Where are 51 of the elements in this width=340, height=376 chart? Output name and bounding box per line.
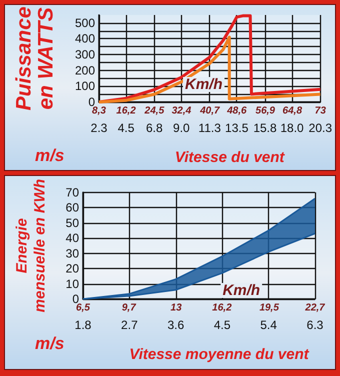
x2-tick-label: 56,9 <box>256 106 276 116</box>
y-tick-label: 60 <box>66 200 80 215</box>
x-tick-label: 18.0 <box>280 121 304 135</box>
y-tick-label: 20 <box>66 262 80 276</box>
x2-tick-label: 16,2 <box>116 106 136 116</box>
x2-tick-label: 32,4 <box>172 106 192 116</box>
x2-tick-label: 8,3 <box>92 106 106 116</box>
x-tick-label: 6.3 <box>306 318 324 332</box>
y-tick-label: 500 <box>74 16 96 30</box>
x2-tick-label: 9,7 <box>122 302 136 314</box>
text: m/s <box>35 334 64 353</box>
x-tick-label: 2.3 <box>90 121 108 135</box>
y-tick-label: 30 <box>66 246 80 260</box>
x2-tick-label: 64,8 <box>282 106 302 116</box>
x2-tick-label: 48,6 <box>226 106 248 116</box>
x2-axis-title: Km/h <box>185 76 222 93</box>
y-tick-label: 50 <box>66 216 80 230</box>
x-tick-label: 9.0 <box>173 121 190 135</box>
x-tick-label: 6.8 <box>146 121 163 135</box>
x-tick-label: 1.8 <box>74 318 92 332</box>
y-axis-title: Puissance en WATTS <box>12 6 58 110</box>
x-tick-label: 11.3 <box>198 121 222 135</box>
x-tick-label: 13.5 <box>225 121 249 135</box>
x-tick-label: 2.7 <box>121 318 138 332</box>
x2-tick-label: 24,5 <box>144 106 165 116</box>
x-tick-label: 5.4 <box>260 318 278 332</box>
y-axis-title: Energie mensuelle en KWh <box>14 179 48 312</box>
x-axis-title: Vitesse moyenne du vent <box>129 346 310 363</box>
y-tick-label: 10 <box>66 276 80 291</box>
x2-tick-label: 40,7 <box>199 106 220 116</box>
x-axis-title: Vitesse du vent <box>174 149 286 166</box>
x-tick-label: 3.6 <box>167 318 184 332</box>
y-tick-label: 400 <box>74 32 96 46</box>
x-tick-label: 15.8 <box>253 121 277 135</box>
x2-tick-label: 73 <box>314 106 326 116</box>
y-tick-label: 70 <box>66 185 80 200</box>
x2-tick-label: 22,7 <box>304 302 326 314</box>
x2-axis-title: Km/h <box>222 282 260 299</box>
y-tick-label: 40 <box>66 231 80 246</box>
x2-tick-label: 16,2 <box>212 302 232 314</box>
x-tick-label: 4.5 <box>118 121 135 135</box>
text: m/s <box>35 146 64 165</box>
y-tick-label: 100 <box>74 79 96 94</box>
line-series <box>98 14 322 104</box>
y-tick-label: 300 <box>74 48 96 62</box>
x2-tick-label: 6,5 <box>76 302 90 314</box>
x2-tick-label: 19,5 <box>259 302 280 314</box>
x2-tick-label: 13 <box>170 302 182 314</box>
x-tick-label: 4.5 <box>214 318 231 332</box>
y-tick-label: 200 <box>74 63 96 78</box>
x-tick-label: 20.3 <box>308 121 332 135</box>
